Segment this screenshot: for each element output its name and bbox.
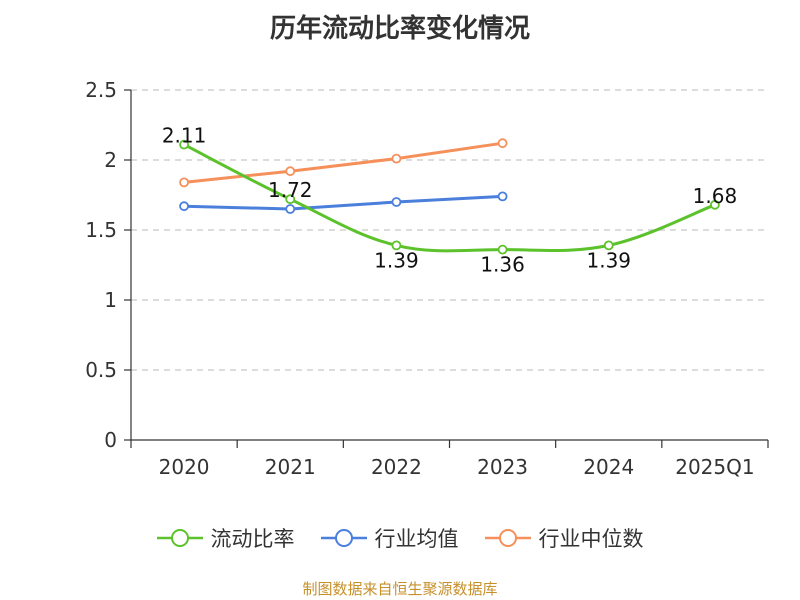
line-chart: 0 0.5 1 1.5 2 2.5 2020 2021 2022 2023 2024 2025Q1 2.… (85, 78, 769, 479)
series-1-point-2023[interactable] (497, 191, 508, 202)
y-tick-label-0: 0 (104, 428, 117, 452)
chart-legend: 流动比率 行业均值 行业中位数 (0, 518, 800, 558)
legend-marker-industry-mean (320, 529, 367, 547)
series-line-1 (182, 194, 505, 211)
x-tick-label-2021: 2021 (265, 455, 316, 479)
x-tick-label-2022: 2022 (371, 455, 422, 479)
legend-marker-current-ratio (156, 529, 203, 547)
series-0-point-2021[interactable] (285, 194, 296, 205)
series-line-2 (182, 141, 505, 184)
legend-item-industry-median[interactable]: 行业中位数 (484, 523, 644, 553)
y-tick-label-1: 0.5 (85, 358, 117, 382)
x-tick-label-2023: 2023 (477, 455, 528, 479)
data-label-2020: 2.11 (162, 124, 207, 148)
data-label-2021: 1.72 (268, 178, 313, 202)
series-2-point-2022[interactable] (391, 153, 402, 164)
data-label-2025Q1: 1.68 (693, 184, 738, 208)
series-0-point-2023[interactable] (497, 244, 508, 255)
legend-label-current-ratio: 流动比率 (210, 527, 295, 551)
y-tick-label-4: 2 (104, 148, 117, 172)
series-2-point-2023[interactable] (497, 138, 508, 149)
series-0-point-2022[interactable] (391, 240, 402, 251)
legend-label-industry-median: 行业中位数 (538, 527, 644, 551)
source-note: 制图数据来自恒生聚源数据库 (302, 580, 498, 598)
series-2-point-2021[interactable] (285, 166, 296, 177)
data-label-2023: 1.36 (480, 253, 525, 277)
data-label-2024: 1.39 (586, 248, 631, 272)
y-tick-label-2: 1 (104, 288, 117, 312)
x-tick-label-2020: 2020 (159, 455, 210, 479)
legend-item-current-ratio[interactable]: 流动比率 (156, 523, 295, 553)
series-line-0 (182, 143, 717, 253)
data-label-2022: 1.39 (374, 248, 419, 272)
legend-item-industry-mean[interactable]: 行业均值 (320, 523, 459, 553)
x-tick-label-2024: 2024 (583, 455, 634, 479)
series-1-point-2020[interactable] (179, 201, 189, 212)
legend-marker-industry-median (484, 529, 531, 547)
series-1-point-2022[interactable] (391, 197, 402, 207)
series-1-point-2021[interactable] (285, 204, 296, 214)
x-tick-label-2025Q1: 2025Q1 (675, 455, 754, 479)
legend-label-industry-mean: 行业均值 (374, 527, 459, 551)
series-0-point-2025Q1[interactable] (710, 199, 720, 210)
series-0-point-2024[interactable] (603, 240, 614, 251)
y-tick-label-5: 2.5 (85, 78, 117, 102)
series-0-point-2020[interactable] (179, 139, 189, 150)
y-tick-label-3: 1.5 (85, 218, 117, 242)
series-2-point-2020[interactable] (179, 177, 189, 188)
chart-title: 历年流动比率变化情况 (269, 14, 530, 44)
